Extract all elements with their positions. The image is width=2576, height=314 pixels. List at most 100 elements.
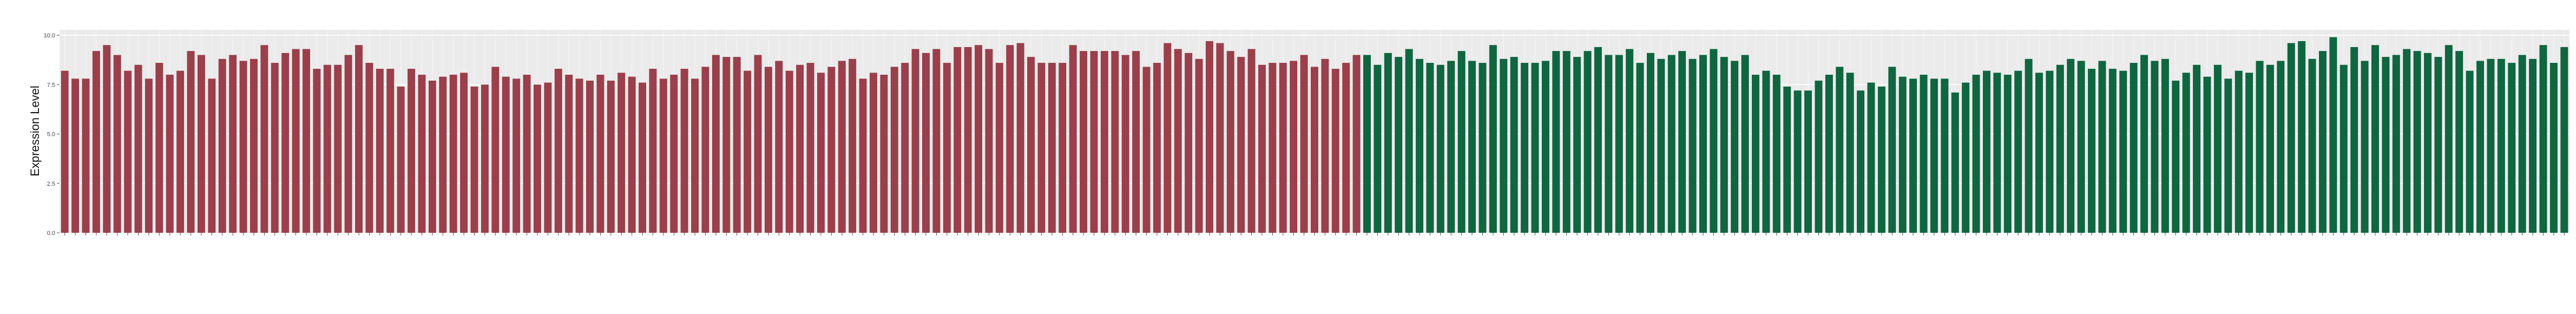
bar <box>344 55 352 233</box>
bar <box>785 70 793 233</box>
bar <box>2455 51 2463 233</box>
bar <box>2035 73 2043 233</box>
bar <box>1006 45 1014 233</box>
bar <box>1657 58 1665 233</box>
bar <box>1426 63 1434 233</box>
bar <box>596 75 604 233</box>
y-tick-label: 5.0 <box>47 132 55 138</box>
bar <box>428 80 436 233</box>
bar <box>691 78 699 233</box>
bar <box>2213 64 2222 233</box>
bar <box>827 67 836 233</box>
bar <box>2151 61 2159 233</box>
bar <box>1972 75 1980 233</box>
bar <box>144 78 153 233</box>
bar <box>1142 67 1151 233</box>
bar <box>2077 61 2085 233</box>
bar <box>1636 63 1644 233</box>
bar <box>2098 61 2106 233</box>
y-axis-title: Expression Level <box>28 86 42 176</box>
bar <box>932 49 941 233</box>
bar <box>355 45 363 233</box>
bar <box>1510 57 1518 233</box>
bar <box>922 53 930 233</box>
bar <box>2444 45 2453 233</box>
bar <box>575 78 583 233</box>
bar <box>680 69 688 233</box>
bar <box>2014 70 2022 233</box>
bar <box>1731 61 1739 233</box>
bar <box>1290 61 1298 233</box>
bar <box>1352 55 1361 233</box>
bar <box>1836 67 1844 233</box>
bar <box>1478 63 1487 233</box>
bar <box>2382 57 2390 233</box>
bar <box>2088 69 2096 233</box>
bar <box>1174 49 1182 233</box>
bar <box>796 64 804 233</box>
bar <box>2067 58 2075 233</box>
bar <box>1080 51 1088 233</box>
bar <box>1090 51 1098 233</box>
bar <box>1342 63 1350 233</box>
bar <box>124 70 132 233</box>
bar <box>849 58 857 233</box>
bar <box>2549 63 2558 233</box>
y-tick-label: 10.0 <box>44 32 55 39</box>
bar <box>292 49 300 233</box>
bar <box>250 58 258 233</box>
bar <box>2340 64 2348 233</box>
bar <box>260 45 268 233</box>
bar <box>2487 58 2495 233</box>
bar <box>1605 55 1613 233</box>
bar <box>1300 55 1308 233</box>
bar <box>71 78 80 233</box>
bar <box>61 70 69 233</box>
bar <box>995 63 1003 233</box>
bar <box>208 78 216 233</box>
bar <box>103 45 111 233</box>
bar <box>1720 57 1728 233</box>
bar <box>2025 58 2033 233</box>
bar <box>701 67 709 233</box>
bar <box>1247 49 1256 233</box>
bar <box>1132 51 1140 233</box>
bar <box>1521 63 1529 233</box>
bar <box>218 58 226 233</box>
bar <box>954 47 962 233</box>
bar <box>523 75 531 233</box>
bar <box>2329 37 2337 233</box>
bar <box>1185 53 1193 233</box>
bar <box>2256 61 2264 233</box>
bar <box>1037 63 1046 233</box>
bar <box>1121 55 1129 233</box>
bar <box>113 55 121 233</box>
bar <box>1573 57 1581 233</box>
y-axis-ticks: 0.0 2.5 5.0 7.5 10.0 <box>44 32 60 237</box>
bar <box>2518 55 2526 233</box>
bar <box>418 75 426 233</box>
bar <box>2413 51 2421 233</box>
bar <box>1815 80 1823 233</box>
bar <box>733 57 741 233</box>
bar <box>303 49 311 233</box>
y-tick-label: 7.5 <box>47 82 55 88</box>
bar <box>1941 78 1949 233</box>
bar <box>533 84 541 233</box>
bar <box>1920 75 1928 233</box>
bar <box>365 63 373 233</box>
bar <box>1048 63 1056 233</box>
bar <box>1489 45 1497 233</box>
bar <box>1027 57 1035 233</box>
bar <box>628 76 636 233</box>
bar <box>838 61 846 233</box>
bar <box>670 75 678 233</box>
bar <box>1164 43 1172 233</box>
bar <box>2266 64 2274 233</box>
bar <box>607 80 615 233</box>
bar <box>1226 51 1234 233</box>
bar <box>1626 49 1634 233</box>
bar <box>1363 55 1371 233</box>
bar <box>1615 55 1623 233</box>
bar <box>943 63 951 233</box>
